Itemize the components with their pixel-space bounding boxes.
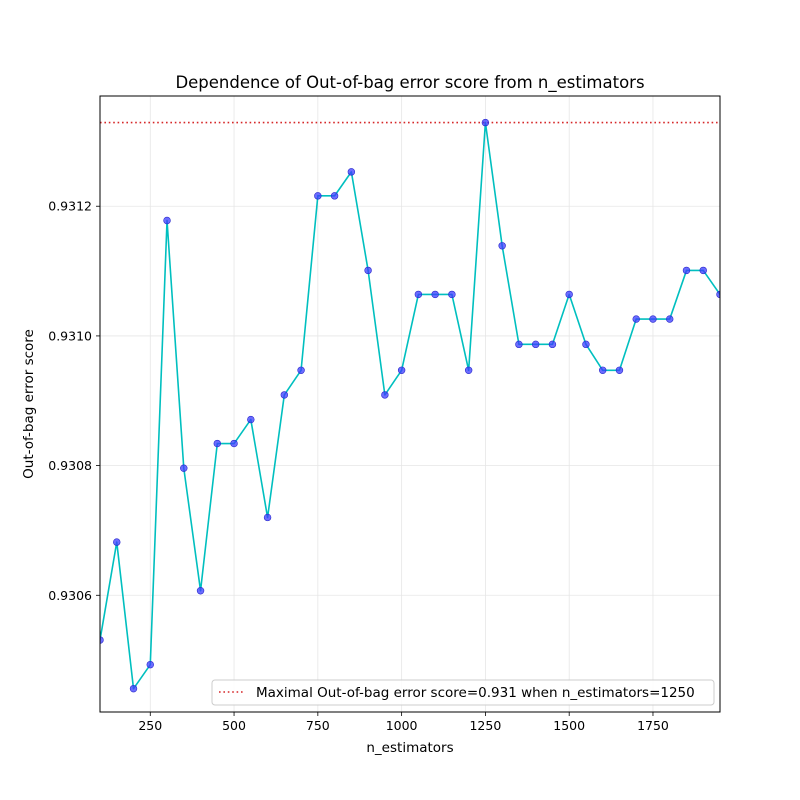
y-tick-label: 0.9308 — [48, 458, 92, 473]
y-tick-label: 0.9306 — [48, 588, 92, 603]
legend-box — [211, 679, 715, 706]
data-point — [548, 340, 557, 349]
data-point — [649, 315, 657, 323]
plot-area — [100, 118, 720, 693]
data-point — [582, 340, 590, 349]
data-point — [129, 684, 138, 693]
x-tick-label: 500 — [222, 718, 246, 733]
data-point — [666, 315, 674, 323]
data-point — [113, 538, 121, 546]
x-axis-label: n_estimators — [366, 740, 453, 756]
data-point — [531, 340, 540, 349]
data-point — [230, 439, 238, 448]
data-point — [515, 340, 523, 349]
data-point — [263, 513, 272, 522]
data-point — [297, 366, 305, 374]
data-point — [448, 290, 456, 299]
x-tick-label: 1000 — [386, 718, 418, 733]
data-point — [180, 464, 188, 472]
axes-frame — [99, 95, 721, 713]
x-tick-label: 1250 — [469, 718, 501, 733]
x-tick-label: 250 — [138, 718, 162, 733]
data-point — [213, 439, 221, 448]
data-point — [100, 636, 104, 644]
chart-title: Dependence of Out-of-bag error score fro… — [175, 73, 644, 93]
data-point — [381, 391, 389, 399]
data-point — [615, 366, 624, 374]
x-tick-label: 1750 — [637, 718, 669, 733]
data-point — [163, 216, 171, 225]
data-point — [247, 415, 255, 424]
data-point — [347, 168, 356, 176]
legend: Maximal Out-of-bag error score=0.931 whe… — [211, 679, 715, 706]
data-point — [632, 315, 640, 323]
y-tick-label: 0.9310 — [48, 328, 92, 343]
data-point — [196, 587, 205, 595]
data-point — [464, 366, 473, 374]
data-point — [565, 290, 573, 299]
y-axis-label: Out-of-bag error score — [21, 329, 37, 479]
data-point — [599, 366, 607, 374]
data-point — [364, 266, 372, 275]
data-point — [682, 266, 691, 275]
legend-label: Maximal Out-of-bag error score=0.931 whe… — [256, 685, 695, 701]
data-point — [146, 660, 154, 669]
data-point — [397, 366, 406, 374]
data-point — [280, 391, 289, 399]
data-point — [414, 290, 423, 299]
y-tick-label: 0.9312 — [48, 199, 92, 214]
data-point — [431, 290, 439, 299]
x-tick-label: 750 — [306, 718, 330, 733]
data-point — [699, 266, 707, 275]
data-point — [481, 118, 490, 127]
data-point — [314, 192, 322, 200]
axes: 250 500 750 1000 1250 1500 1750 0.9306 0.9308 0.9… — [48, 95, 721, 733]
plot-content — [100, 118, 720, 693]
data-point — [330, 192, 339, 200]
data-point — [498, 242, 506, 250]
x-tick-label: 1500 — [553, 718, 585, 733]
